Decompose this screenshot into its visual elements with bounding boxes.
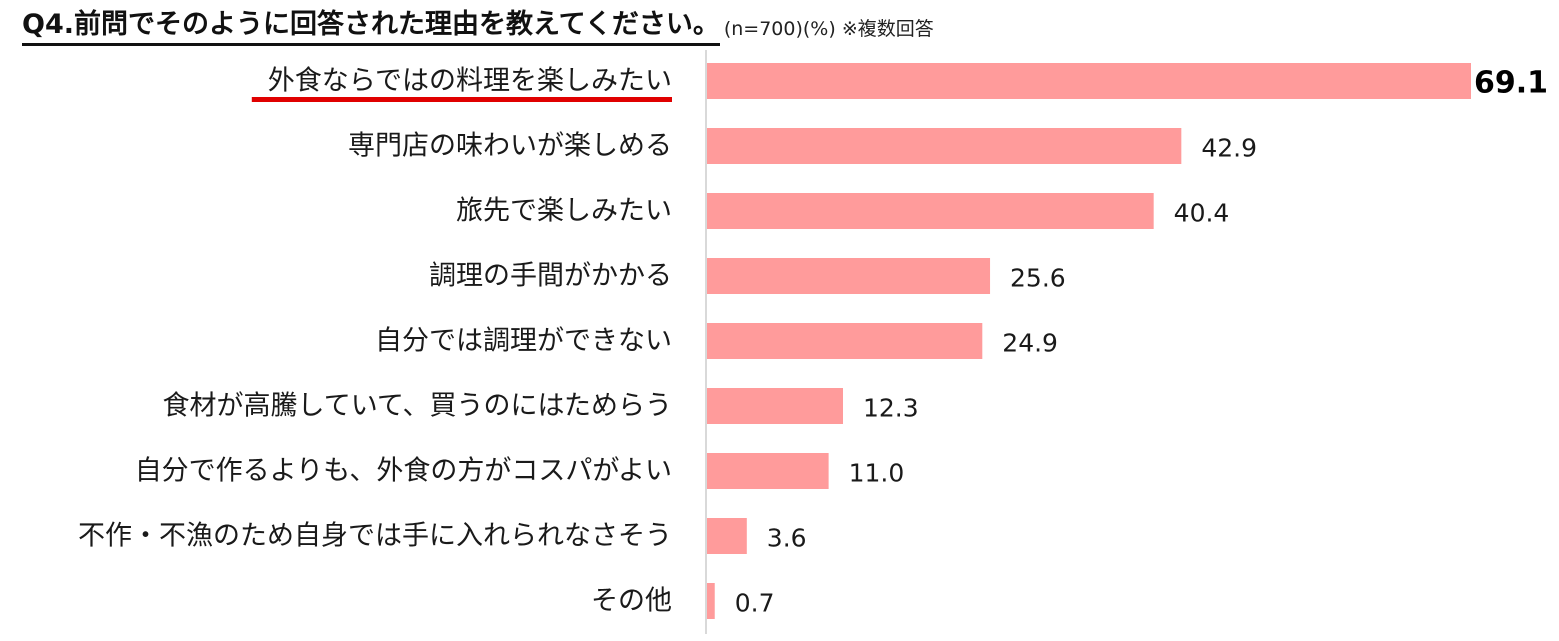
chart-title-note: (n=700)(%) ※複数回答 [723,18,934,40]
category-label: 旅先で楽しみたい [456,196,672,227]
highlight-underline [251,97,672,102]
category-label: 自分で作るよりも、外食の方がコスパがよい [135,456,672,487]
chart-title: Q4.前問でそのように回答された理由を教えてください。 (n=700)(%) ※… [22,6,934,46]
value-label: 42.9 [1201,134,1257,163]
value-label: 11.0 [849,459,905,488]
value-label: 69.1 [1474,66,1548,101]
bar [707,518,747,554]
bar [707,193,1154,229]
bar [707,258,991,294]
value-label: 12.3 [863,394,919,423]
category-label: 不作・不漁のため自身では手に入れられなさそう [78,521,672,552]
value-label: 24.9 [1002,329,1058,358]
category-label: その他 [591,586,672,617]
value-label: 25.6 [1010,264,1066,293]
category-label: 調理の手間がかかる [429,261,672,292]
bar [707,323,983,359]
bar [707,388,843,424]
value-label: 3.6 [767,524,807,553]
chart-title-main: Q4.前問でそのように回答された理由を教えてください。 [22,8,720,46]
value-label: 0.7 [735,589,775,618]
bar [707,583,715,619]
bar [707,128,1182,164]
bar [707,63,1471,99]
category-label: 専門店の味わいが楽しめる [348,131,672,162]
value-label: 40.4 [1174,199,1230,228]
category-label: 食材が高騰していて、買うのにはためらう [163,391,673,422]
bar [707,453,829,489]
category-label: 外食ならではの料理を楽しみたい [268,66,672,97]
category-label: 自分では調理ができない [375,326,672,357]
